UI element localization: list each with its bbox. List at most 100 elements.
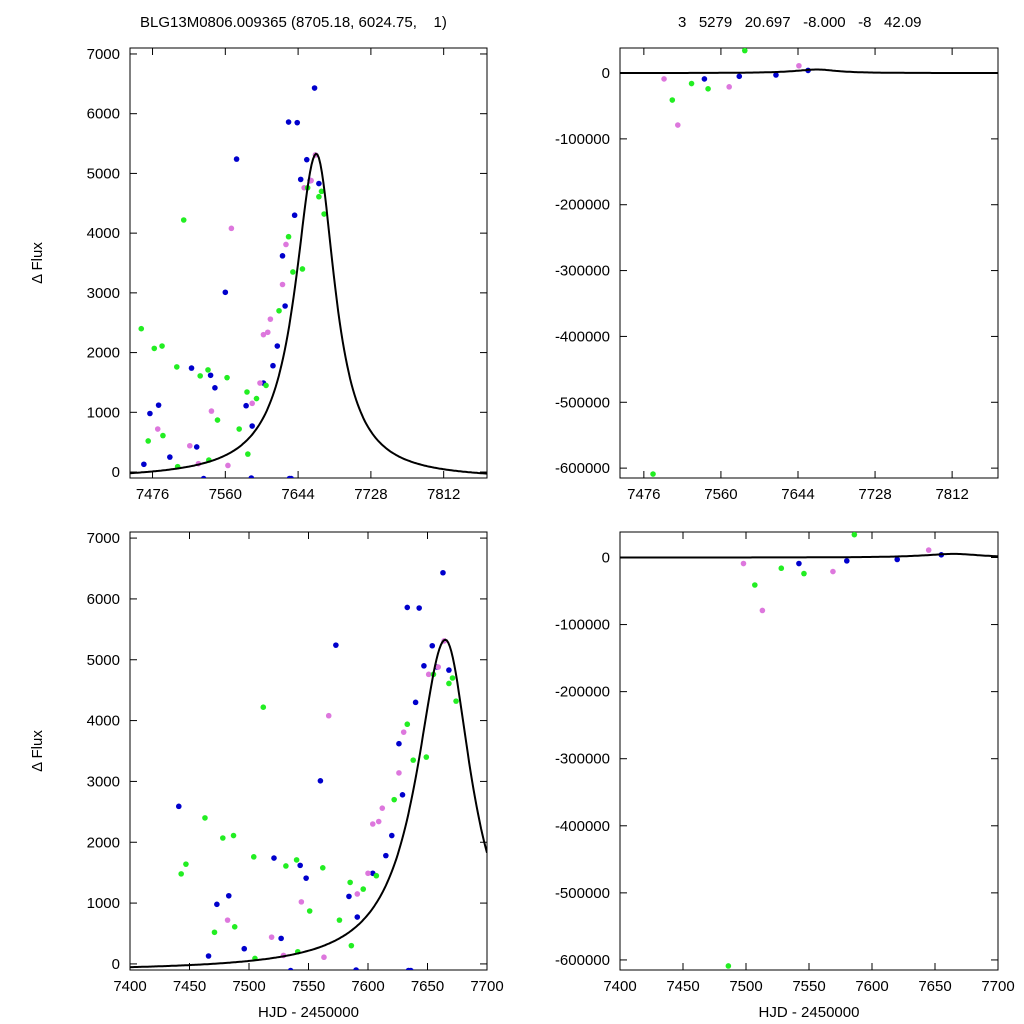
data-point-blue	[421, 663, 427, 669]
model-curve	[620, 552, 998, 559]
data-point-blue	[311, 85, 318, 91]
data-point-green	[293, 857, 300, 863]
data-point-blue	[396, 740, 402, 747]
data-point-magenta	[228, 225, 235, 232]
data-point-blue	[193, 444, 200, 450]
data-point-blue	[389, 832, 395, 839]
data-point-magenta	[675, 122, 681, 128]
plot-frame	[129, 531, 488, 971]
fit-parameters: 3 5279 20.697 -8.000 -8 42.09	[678, 14, 922, 31]
y-tick-label: -200000	[555, 684, 610, 701]
data-point-green	[260, 704, 267, 710]
x-tick-label: 7550	[792, 978, 825, 995]
data-point-blue	[175, 803, 182, 810]
data-point-blue	[205, 953, 212, 959]
x-tick-label: 7650	[918, 978, 951, 995]
data-point-green	[321, 211, 327, 217]
data-point-blue	[249, 423, 255, 429]
data-point-blue	[353, 967, 359, 970]
data-point-green	[214, 417, 221, 423]
model-curve	[130, 152, 487, 475]
data-point-blue	[346, 893, 352, 900]
data-point-green	[230, 832, 237, 839]
data-point-blue	[285, 119, 292, 125]
y-tick-label: -100000	[555, 131, 610, 148]
data-point-magenta	[375, 818, 382, 825]
x-tick-label: 7728	[354, 486, 387, 503]
data-point-magenta	[796, 62, 802, 69]
y-tick-label: -300000	[555, 751, 610, 768]
data-point-magenta	[298, 899, 305, 905]
data-point-green	[160, 432, 166, 439]
data-point-green	[391, 796, 397, 803]
data-point-blue	[317, 778, 324, 784]
data-point-green	[245, 451, 251, 457]
data-point-green	[669, 97, 676, 103]
data-point-green	[851, 532, 858, 538]
data-point-green	[253, 395, 260, 402]
data-point-magenta	[379, 805, 386, 811]
x-tick-label: 7728	[858, 486, 891, 503]
data-point-green	[178, 871, 184, 877]
y-tick-label: 6000	[87, 106, 120, 123]
y-tick-label: 7000	[87, 46, 120, 63]
data-point-green	[197, 373, 203, 379]
data-point-green	[725, 963, 732, 969]
data-point-magenta	[425, 671, 432, 678]
y-tick-label: 1000	[87, 404, 120, 421]
data-point-magenta	[267, 316, 274, 322]
x-tick-label: 7644	[781, 486, 814, 503]
data-point-green	[336, 917, 343, 923]
x-tick-label: 7450	[666, 978, 699, 995]
y-tick-label: 3000	[87, 773, 120, 790]
data-point-green	[276, 307, 282, 314]
data-point-blue	[200, 475, 207, 478]
x-tick-label: 7476	[136, 486, 169, 503]
x-tick-label: 7700	[981, 978, 1014, 995]
data-point-green	[151, 345, 158, 352]
data-point-green	[244, 389, 250, 395]
y-tick-label: 6000	[87, 591, 120, 608]
data-point-magenta	[321, 954, 327, 961]
y-tick-label: 1000	[87, 895, 120, 912]
x-tick-label: 7812	[935, 486, 968, 503]
y-tick-label: -400000	[555, 328, 610, 345]
y-tick-label: -600000	[555, 460, 610, 477]
data-point-blue	[383, 852, 389, 859]
data-point-blue	[167, 454, 173, 460]
data-point-blue	[207, 372, 214, 379]
data-point-green	[650, 471, 656, 477]
data-point-blue	[274, 343, 281, 349]
y-tick-label: 0	[112, 956, 120, 973]
data-point-green	[211, 929, 218, 936]
y-tick-label: 2000	[87, 345, 120, 362]
data-point-green	[290, 269, 296, 275]
x-tick-label: 7500	[729, 978, 762, 995]
plot-area	[620, 532, 998, 969]
x-tick-label: 7560	[209, 486, 242, 503]
x-tick-label: 7812	[427, 486, 460, 503]
data-point-green	[752, 582, 758, 588]
data-point-blue	[278, 935, 284, 942]
data-point-blue	[270, 362, 276, 369]
y-tick-label: 0	[112, 464, 120, 481]
data-point-green	[688, 80, 695, 87]
data-point-green	[236, 426, 242, 432]
data-point-magenta	[249, 400, 255, 407]
data-point-blue	[282, 303, 288, 309]
data-point-green	[741, 48, 748, 54]
plot-frame	[619, 531, 999, 971]
data-point-magenta	[208, 408, 215, 414]
chart-title: BLG13M0806.009365 (8705.18, 6024.75, 1)	[140, 14, 447, 31]
data-point-magenta	[396, 770, 402, 776]
data-point-blue	[303, 156, 310, 163]
x-axis-label: HJD - 2450000	[759, 1004, 860, 1021]
data-point-magenta	[268, 934, 275, 940]
panel-bottom-right: 7400 7450 7500 7550 7600 7650 7700 0 -100000 -200…	[555, 531, 1015, 1021]
data-point-magenta	[740, 560, 747, 567]
data-point-blue	[141, 461, 147, 468]
data-point-blue	[287, 967, 294, 970]
y-tick-label: -500000	[555, 885, 610, 902]
data-point-blue	[701, 76, 708, 82]
data-point-blue	[248, 475, 255, 478]
